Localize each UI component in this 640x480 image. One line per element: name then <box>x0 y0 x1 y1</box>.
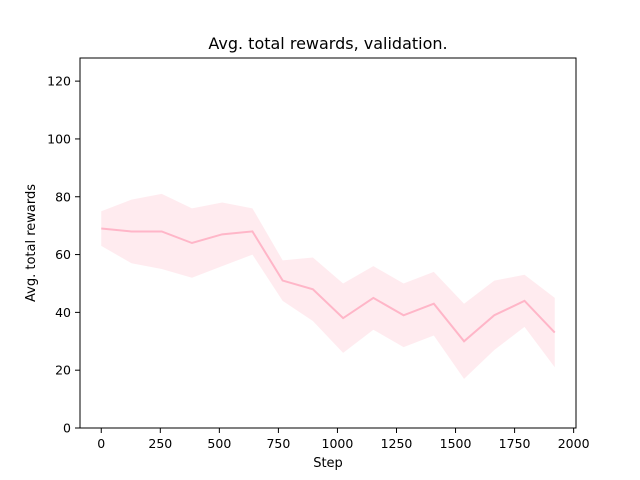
data-point <box>432 302 436 306</box>
data-point <box>281 279 285 283</box>
y-tick-label: 40 <box>55 305 71 320</box>
x-tick-label: 250 <box>148 436 172 451</box>
x-tick-label: 0 <box>97 436 105 451</box>
x-tick-label: 1000 <box>322 436 354 451</box>
y-tick-label: 0 <box>63 421 71 436</box>
y-tick-label: 80 <box>55 189 71 204</box>
plot-frame <box>79 57 577 429</box>
data-point <box>553 331 557 335</box>
data-point <box>129 229 133 233</box>
x-axis-ticks: 0 250 500 750 1000 1250 1500 1750 2000 <box>97 428 590 451</box>
chart-title: Avg. total rewards, validation. <box>208 34 447 53</box>
series-line <box>101 227 556 343</box>
data-point <box>492 313 496 317</box>
data-point <box>371 296 375 300</box>
y-tick-label: 100 <box>47 131 71 146</box>
x-axis-label: Step <box>313 456 343 471</box>
y-tick-label: 120 <box>47 74 71 89</box>
y-tick-label: 60 <box>55 247 71 262</box>
data-point <box>462 339 466 343</box>
data-point <box>402 313 406 317</box>
data-point <box>250 229 254 233</box>
x-tick-label: 1750 <box>499 436 531 451</box>
data-point <box>99 227 103 231</box>
y-tick-label: 20 <box>55 363 71 378</box>
y-axis-label: Avg. total rewards <box>24 184 39 302</box>
confidence-band <box>101 193 555 379</box>
data-point <box>341 316 345 320</box>
data-point <box>220 232 224 236</box>
y-axis-ticks: 0 20 40 60 80 100 120 <box>47 74 80 436</box>
x-tick-label: 500 <box>207 436 231 451</box>
confidence-band-layer <box>101 193 555 379</box>
data-point <box>190 241 194 245</box>
x-tick-label: 750 <box>266 436 290 451</box>
data-point <box>523 299 527 303</box>
data-point <box>311 287 315 291</box>
x-tick-label: 2000 <box>558 436 590 451</box>
series-line-layer <box>99 227 557 343</box>
x-tick-label: 1250 <box>381 436 413 451</box>
x-tick-label: 1500 <box>440 436 472 451</box>
data-point <box>160 229 164 233</box>
